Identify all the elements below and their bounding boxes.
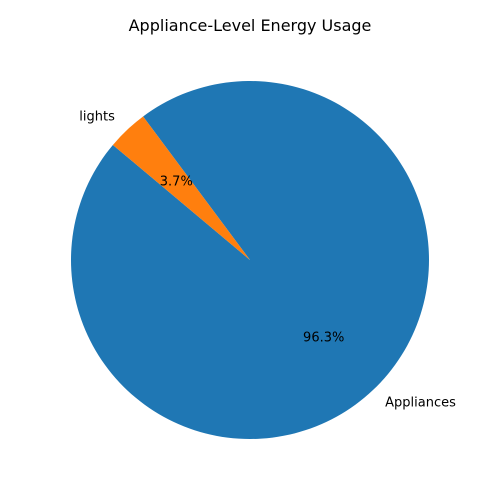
pie-slices bbox=[70, 80, 429, 439]
pct-label-lights: 3.7% bbox=[160, 174, 193, 189]
slice-label-appliances: Appliances bbox=[385, 396, 456, 411]
pct-label-appliances: 96.3% bbox=[303, 331, 344, 346]
pie-labels: Appliances 96.3% lights 3.7% bbox=[79, 109, 456, 410]
pie-slice-appliances bbox=[70, 80, 429, 439]
chart-title: Appliance-Level Energy Usage bbox=[129, 16, 372, 35]
pie-slice-lights bbox=[112, 116, 250, 260]
slice-label-lights: lights bbox=[79, 109, 115, 124]
